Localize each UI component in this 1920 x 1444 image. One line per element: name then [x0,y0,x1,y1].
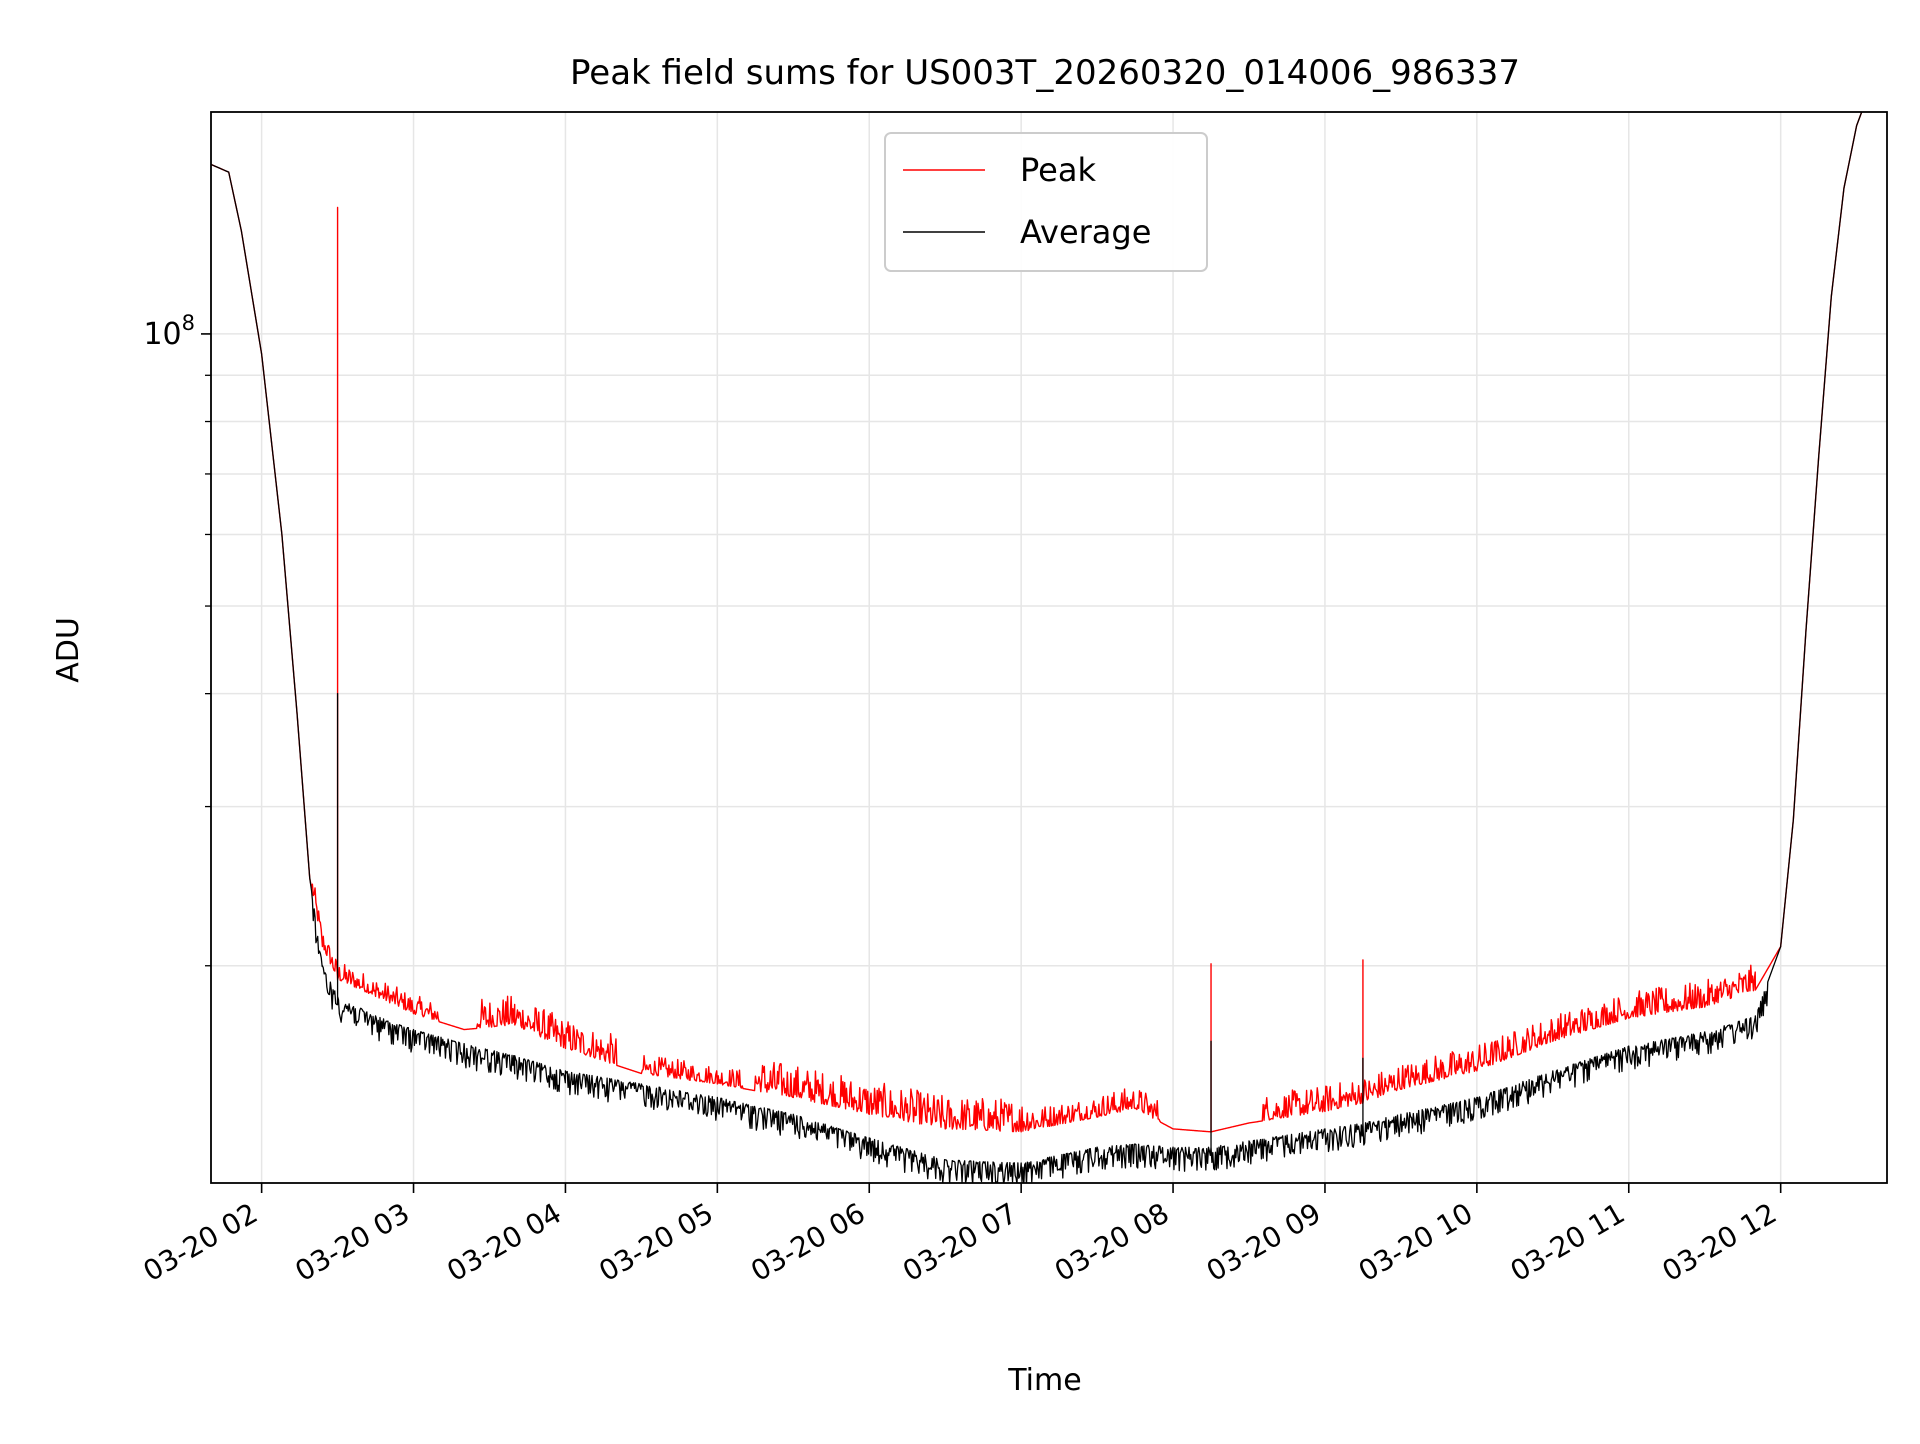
grid-layer [211,112,1887,1183]
legend-peak-label: Peak [1020,151,1096,189]
chart-legend: Peak Average [884,132,1208,272]
y-axis-label: ADU [51,617,86,683]
legend-average-label: Average [1020,213,1151,251]
x-axis-label: Time [1007,1363,1081,1398]
series-layer [211,112,1863,1183]
y-tick-label: 108 [143,311,195,352]
series-line-peak [211,112,1863,1133]
plot-frame [210,111,1888,1184]
chart-title: Peak field sums for US003T_20260320_0140… [570,53,1520,93]
series-line-average [211,112,1863,1183]
legend-frame [884,132,1208,272]
